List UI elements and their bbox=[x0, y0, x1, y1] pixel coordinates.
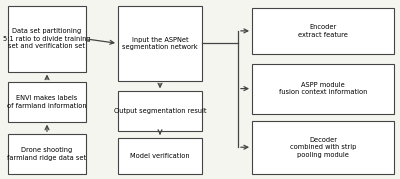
Text: Decoder
combined with strip
pooling module: Decoder combined with strip pooling modu… bbox=[290, 137, 356, 158]
FancyBboxPatch shape bbox=[118, 138, 202, 174]
FancyBboxPatch shape bbox=[118, 91, 202, 131]
Text: ENVI makes labels
of farmland information: ENVI makes labels of farmland informatio… bbox=[7, 95, 87, 109]
FancyBboxPatch shape bbox=[252, 64, 394, 114]
FancyBboxPatch shape bbox=[118, 6, 202, 81]
Text: Input the ASPNet
segmentation network: Input the ASPNet segmentation network bbox=[122, 37, 198, 50]
Text: ASPP module
fusion context information: ASPP module fusion context information bbox=[279, 82, 367, 95]
FancyBboxPatch shape bbox=[252, 121, 394, 174]
FancyBboxPatch shape bbox=[8, 82, 86, 122]
FancyBboxPatch shape bbox=[8, 134, 86, 174]
Text: Drone shooting
farmland ridge data set: Drone shooting farmland ridge data set bbox=[8, 147, 86, 161]
Text: Model verification: Model verification bbox=[130, 153, 190, 159]
Text: Data set partitioning
5:1 ratio to divide training
set and verification set: Data set partitioning 5:1 ratio to divid… bbox=[3, 28, 91, 49]
Text: Encoder
extract feature: Encoder extract feature bbox=[298, 24, 348, 38]
FancyBboxPatch shape bbox=[8, 6, 86, 72]
FancyBboxPatch shape bbox=[252, 8, 394, 54]
Text: Output segmentation result: Output segmentation result bbox=[114, 108, 206, 114]
